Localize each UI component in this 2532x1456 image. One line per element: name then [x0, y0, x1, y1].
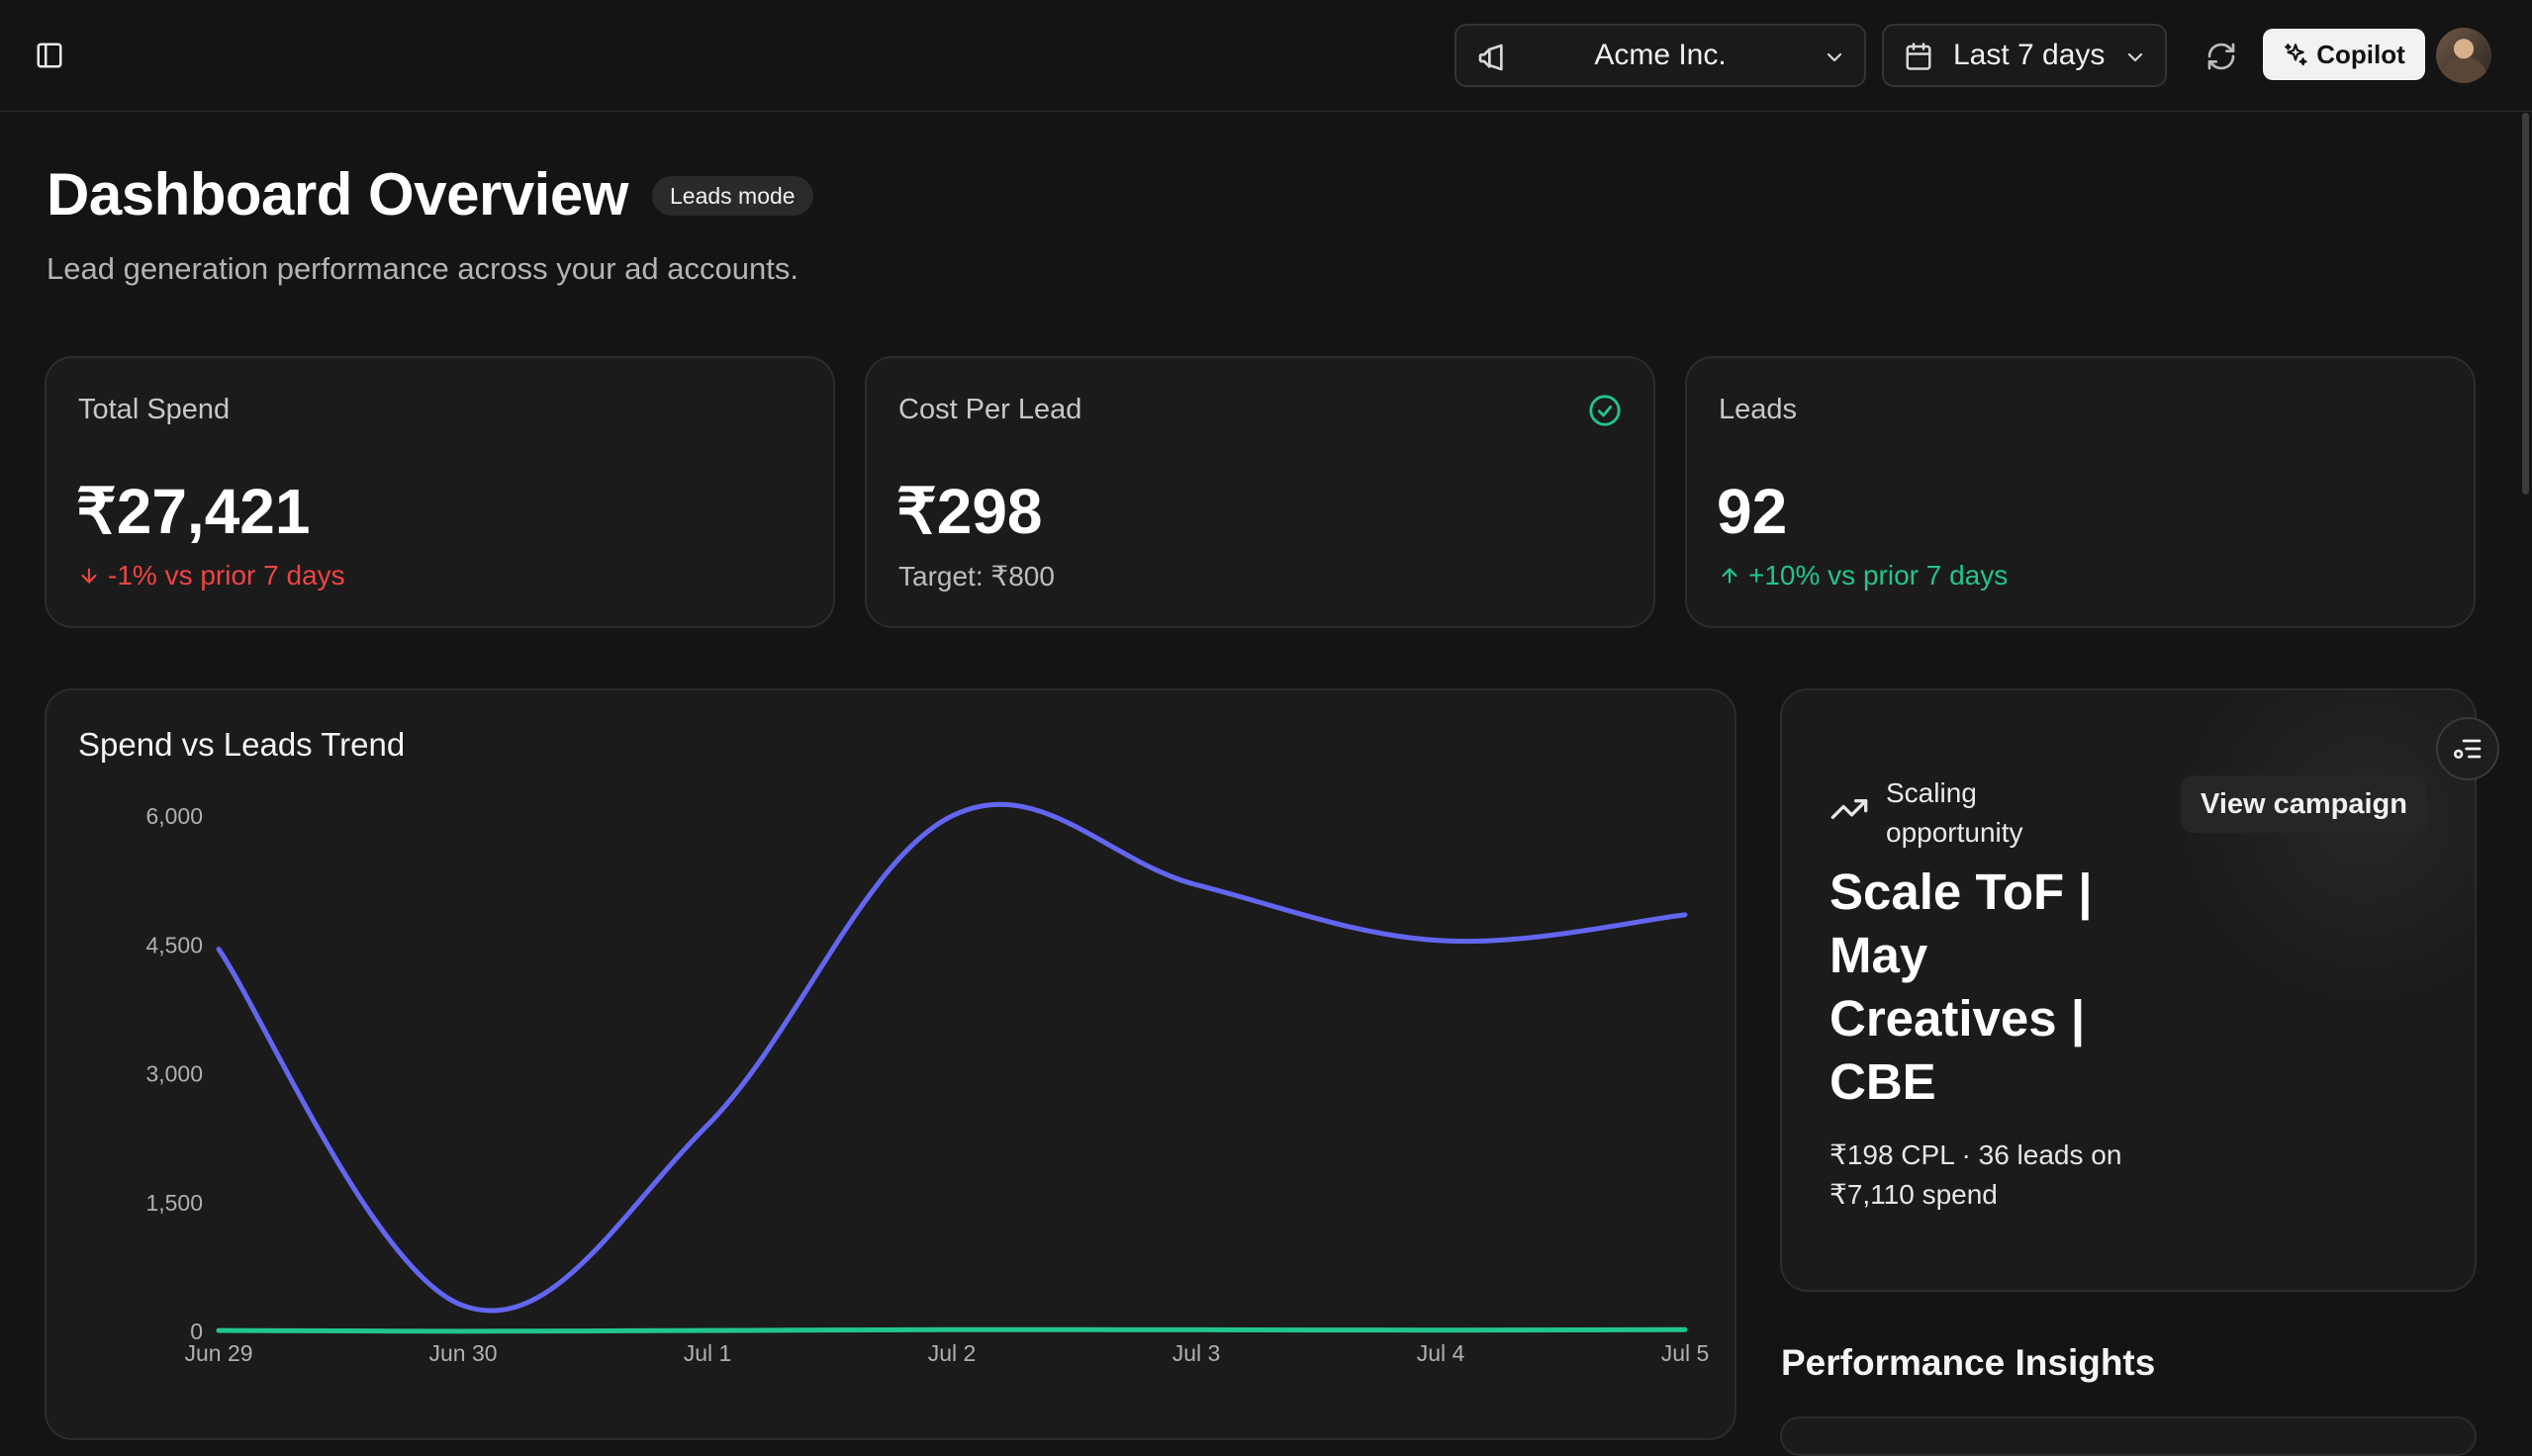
metric-change-text: -1% vs prior 7 days [108, 560, 345, 591]
chevron-down-icon [1827, 52, 1842, 62]
x-tick-label: Jun 30 [428, 1340, 497, 1366]
metric-card-total-spend: Total Spend ₹27,421 -1% vs prior 7 days [45, 356, 835, 628]
metric-target-text: Target: ₹800 [898, 561, 1055, 592]
x-tick-label: Jul 2 [928, 1340, 977, 1366]
chart-title: Spend vs Leads Trend [78, 726, 406, 763]
copilot-button[interactable]: Copilot [2263, 29, 2425, 80]
check-circle-icon [1589, 395, 1621, 426]
x-tick-label: Jun 29 [184, 1340, 252, 1366]
metric-change-text: +10% vs prior 7 days [1748, 560, 2009, 591]
x-tick-label: Jul 5 [1661, 1340, 1710, 1366]
metric-value: ₹298 [896, 476, 1043, 547]
opportunity-tag: Scaling opportunity [1886, 777, 2023, 848]
view-campaign-button[interactable]: View campaign [2181, 775, 2427, 833]
y-tick-label: 6,000 [145, 803, 203, 829]
y-tick-label: 3,000 [145, 1061, 203, 1087]
metric-label: Cost Per Lead [898, 394, 1082, 425]
page-scrollbar[interactable] [2522, 113, 2529, 495]
card-decoration [2178, 690, 2475, 1007]
list-toggle-button[interactable] [2436, 717, 2499, 780]
y-tick-label: 1,500 [145, 1190, 203, 1216]
calendar-icon [1906, 43, 1931, 70]
spend-vs-leads-chart-card: Spend vs Leads Trend 0 1,500 3,000 4,500 6,0… [45, 688, 1736, 1440]
trend-chart: 0 1,500 3,000 4,500 6,000 Jun 29 Jun 30 Jul 1 Ju… [145, 801, 1710, 1366]
copilot-label: Copilot [2316, 39, 2405, 69]
sparkles-icon [2285, 44, 2307, 66]
top-bar: Acme Inc. Last 7 days Copilot [0, 0, 2532, 112]
chevron-down-icon [2127, 52, 2143, 62]
date-range-value: Last 7 days [1953, 39, 2106, 71]
insights-card [1780, 1416, 2477, 1456]
y-tick-label: 4,500 [145, 932, 203, 957]
arrow-up-icon [1722, 568, 1737, 584]
account-select[interactable]: Acme Inc. [1454, 24, 1866, 87]
x-tick-label: Jul 3 [1172, 1340, 1221, 1366]
metric-card-cost-per-lead: Cost Per Lead ₹298 Target: ₹800 [865, 356, 1655, 628]
trending-up-icon [1830, 799, 1868, 819]
metric-change: +10% vs prior 7 days [1719, 560, 2008, 592]
metric-label: Total Spend [78, 394, 231, 425]
account-select-value: Acme Inc. [1594, 39, 1727, 71]
y-tick-label: 0 [190, 1319, 203, 1344]
sidebar-toggle-button[interactable] [30, 36, 69, 75]
list-settings-icon [2454, 739, 2482, 759]
performance-insights-heading: Performance Insights [1781, 1342, 2156, 1383]
metric-card-leads: Leads 92 +10% vs prior 7 days [1685, 356, 2476, 628]
opportunity-title: Scale ToF | May Creatives | CBE [1829, 864, 2093, 1110]
refresh-button[interactable] [2201, 36, 2242, 77]
opportunity-detail: ₹198 CPL · 36 leads on ₹7,110 spend [1829, 1139, 2122, 1210]
metric-change: -1% vs prior 7 days [78, 560, 345, 592]
metric-label: Leads [1719, 394, 1798, 425]
metric-value: ₹27,421 [76, 476, 311, 547]
panel-left-icon [37, 43, 62, 68]
metric-target: Target: ₹800 [898, 560, 1055, 592]
arrow-down-icon [81, 568, 97, 584]
avatar[interactable] [2436, 28, 2491, 83]
mode-badge: Leads mode [652, 176, 813, 216]
series-line-1 [216, 1326, 1688, 1334]
date-range-select[interactable]: Last 7 days [1882, 24, 2167, 87]
page-subtitle: Lead generation performance across your … [47, 251, 798, 286]
series-line-0 [216, 801, 1688, 1314]
scaling-opportunity-card: Scaling opportunity View campaign Scale … [1780, 688, 2477, 1292]
x-tick-label: Jul 4 [1417, 1340, 1465, 1366]
metric-value: 92 [1717, 476, 1788, 547]
refresh-icon [2207, 43, 2235, 70]
x-tick-label: Jul 1 [684, 1340, 732, 1366]
page-title: Dashboard Overview [47, 161, 628, 228]
megaphone-icon [1478, 44, 1503, 71]
